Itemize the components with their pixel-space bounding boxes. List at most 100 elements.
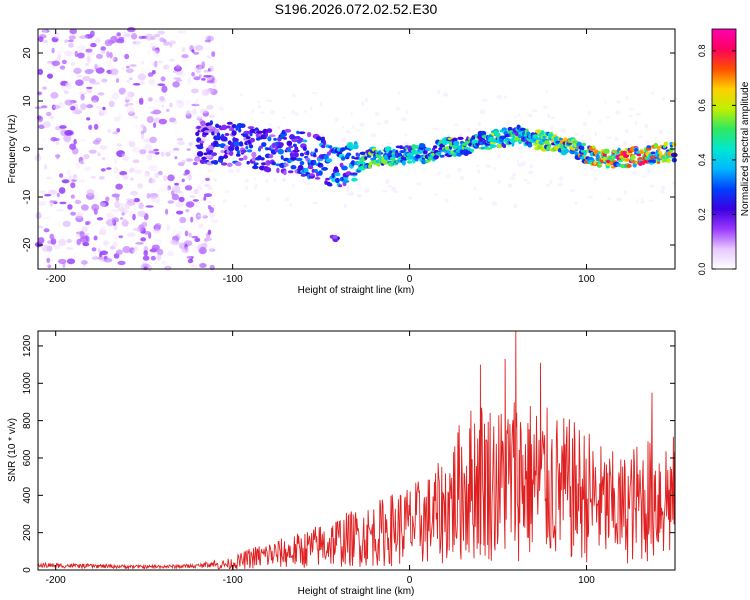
heatmap-cell — [323, 140, 327, 146]
heatmap-cell — [144, 170, 150, 177]
heatmap-cell — [65, 247, 74, 250]
heatmap-cell — [53, 31, 61, 39]
heatmap-cell — [199, 142, 204, 147]
snr-x-tick-label: 100 — [578, 575, 595, 586]
heatmap-cell — [211, 152, 217, 157]
heatmap-cell — [87, 69, 95, 72]
heatmap-cell — [598, 120, 601, 123]
heatmap-cell — [300, 173, 307, 177]
heatmap-cell — [112, 131, 118, 135]
heatmap-cell — [312, 201, 319, 205]
heatmap-cell — [671, 157, 677, 163]
heatmap-cell — [498, 153, 501, 157]
heatmap-cell — [41, 105, 48, 109]
heatmap-cell — [148, 106, 157, 111]
heatmap-cell — [53, 244, 62, 250]
heatmap-cell — [61, 85, 66, 92]
heatmap-cell — [52, 104, 61, 110]
heatmap-cell — [187, 173, 192, 181]
heatmap-cell — [624, 148, 628, 152]
heatmap-cell — [184, 185, 193, 191]
heatmap-cell — [71, 225, 77, 230]
heatmap-cell — [98, 228, 107, 236]
heatmap-cell — [111, 92, 120, 100]
heatmap-cell — [467, 147, 471, 151]
heatmap-cell — [370, 133, 377, 138]
heatmap-cell — [115, 183, 123, 190]
heatmap-cell — [35, 211, 42, 220]
snr-x-tick-label: 0 — [407, 575, 413, 586]
heatmap-cell — [342, 125, 345, 129]
heatmap-cell — [442, 92, 449, 97]
heatmap-cell — [202, 215, 209, 219]
heatmap-cell — [163, 175, 168, 182]
heatmap-cell — [387, 185, 392, 188]
heatmap-cell — [550, 125, 554, 130]
heatmap-cell — [325, 177, 330, 181]
heatmap-cell — [319, 101, 323, 107]
heatmap-cell — [597, 151, 602, 155]
heatmap-cell — [232, 137, 239, 142]
heatmap-cell — [86, 189, 95, 197]
heatmap-cell — [103, 114, 112, 118]
heatmap-cell — [193, 188, 199, 195]
heatmap-cell — [204, 184, 210, 187]
heatmap-cell — [200, 199, 205, 202]
heatmap-cell — [135, 242, 144, 245]
heatmap-cell — [351, 172, 358, 176]
heatmap-cell — [439, 154, 445, 158]
heatmap-cell — [167, 174, 175, 182]
heatmap-cell — [650, 151, 656, 155]
heatmap-cell — [46, 250, 50, 256]
heatmap-cell — [341, 165, 348, 171]
heatmap-cell — [444, 199, 449, 203]
heatmap-cell — [347, 186, 350, 192]
heatmap-cell — [130, 177, 134, 181]
heatmap-cell — [137, 73, 147, 81]
heatmap-cell — [574, 201, 578, 205]
heatmap-cell — [101, 108, 109, 116]
heatmap-cell — [166, 224, 170, 231]
heatmap-cell — [42, 28, 47, 36]
heatmap-cell — [210, 219, 218, 223]
heatmap-cell — [74, 50, 78, 57]
heatmap-cell — [127, 26, 136, 33]
heatmap-cell — [129, 167, 135, 173]
heatmap-cell — [169, 102, 173, 108]
heatmap-cell — [359, 122, 365, 128]
heatmap-cell — [82, 76, 91, 82]
heatmap-cell — [519, 127, 526, 131]
heatmap-cell — [69, 28, 77, 35]
heatmap-cell — [545, 90, 549, 93]
heatmap-cell — [76, 238, 81, 246]
heatmap-cell — [533, 134, 539, 139]
heatmap-cell — [194, 237, 201, 242]
heatmap-cell — [292, 183, 295, 188]
heatmap-cell — [191, 88, 199, 94]
heatmap-cell — [211, 131, 215, 136]
heatmap-cell — [606, 136, 612, 139]
heatmap-cell — [294, 146, 299, 152]
heatmap-cell — [245, 146, 249, 150]
heatmap-cell — [173, 227, 178, 235]
heatmap-cell — [260, 111, 265, 114]
heatmap-cell — [422, 150, 428, 155]
heatmap-cell — [80, 93, 85, 101]
heatmap-cell — [146, 116, 154, 123]
heatmap-cell — [273, 137, 277, 141]
heatmap-cell — [100, 51, 106, 54]
heatmap-cell — [90, 175, 97, 179]
heatmap-cell — [51, 47, 55, 54]
heatmap-cell — [301, 156, 304, 160]
heatmap-cell — [315, 136, 323, 141]
heatmap-cell — [459, 175, 464, 181]
heatmap-cell — [168, 40, 177, 45]
heatmap-cell — [364, 97, 369, 103]
heatmap-cell — [243, 130, 251, 135]
heatmap-cell — [99, 202, 106, 208]
heatmap-cell — [614, 136, 619, 142]
heatmap-cell — [349, 191, 355, 196]
heatmap-cell — [641, 161, 645, 166]
heatmap-cell — [141, 60, 145, 65]
heatmap-cell — [346, 152, 352, 157]
